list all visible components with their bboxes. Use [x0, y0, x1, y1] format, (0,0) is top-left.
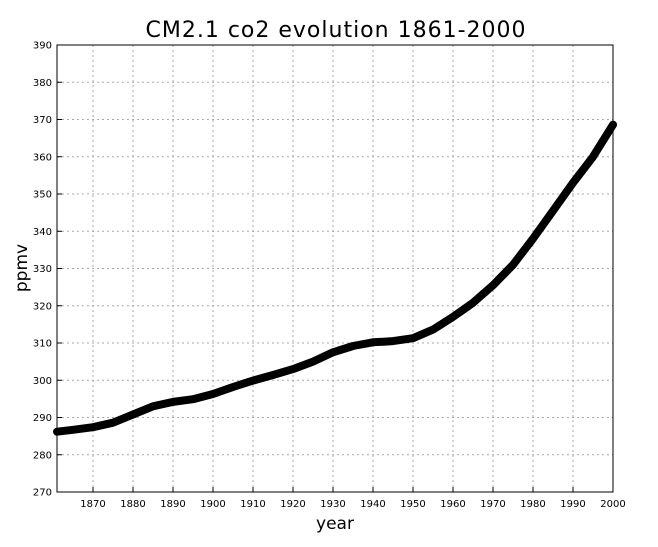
y-tick-label: 290: [33, 413, 52, 424]
y-tick-label: 360: [33, 152, 52, 163]
x-tick-label: 1960: [440, 499, 465, 510]
x-tick-label: 1920: [280, 499, 305, 510]
chart-title: CM2.1 co2 evolution 1861-2000: [146, 18, 527, 43]
y-tick-label: 380: [33, 78, 52, 89]
y-tick-label: 280: [33, 450, 52, 461]
x-tick-label: 1980: [520, 499, 545, 510]
x-tick-label: 1910: [240, 499, 265, 510]
y-tick-label: 350: [33, 190, 52, 201]
x-tick-label: 2000: [600, 499, 625, 510]
x-tick-label: 1930: [320, 499, 345, 510]
y-axis-label: ppmv: [12, 244, 32, 292]
grid-lines: [57, 45, 614, 492]
x-tick-label: 1950: [400, 499, 425, 510]
y-tick-label: 340: [33, 227, 52, 238]
y-tick-label: 270: [33, 488, 52, 499]
y-tick-label: 370: [33, 115, 52, 126]
y-tick-label: 300: [33, 376, 52, 387]
series-line: [53, 120, 617, 436]
y-tick-label: 390: [33, 41, 52, 52]
plot-frame: [56, 44, 614, 493]
x-tick-label: 1870: [80, 499, 105, 510]
y-tick-label: 310: [33, 339, 52, 350]
x-axis-label: year: [316, 514, 354, 534]
x-tick-label: 1970: [480, 499, 505, 510]
series-layer: [53, 120, 617, 436]
x-tick-label: 1940: [360, 499, 385, 510]
x-tick-label: 1990: [560, 499, 585, 510]
axis-ticks: 1870 1880 1890 1900 1910 1920 1930 1940 1950 1960…: [33, 41, 626, 511]
y-tick-label: 320: [33, 301, 52, 312]
x-tick-label: 1890: [160, 499, 185, 510]
y-tick-label: 330: [33, 264, 52, 275]
x-tick-label: 1880: [120, 499, 145, 510]
x-tick-label: 1900: [200, 499, 225, 510]
